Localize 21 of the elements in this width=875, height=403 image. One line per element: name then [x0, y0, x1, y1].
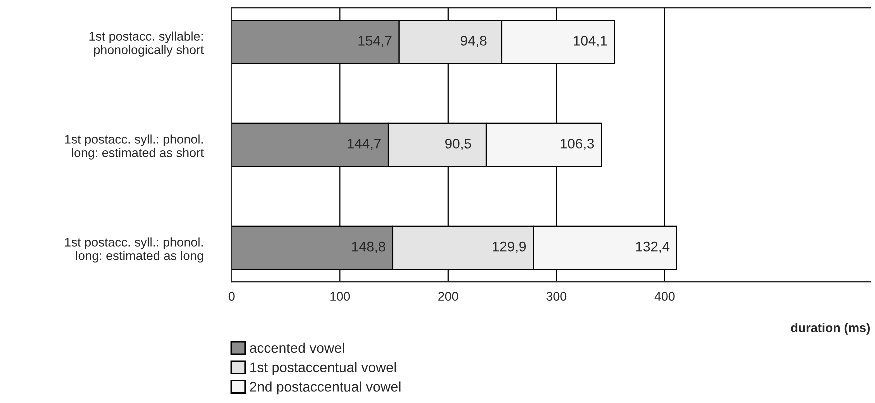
data-label: 132,4: [636, 242, 670, 254]
data-label: 106,3: [560, 138, 594, 150]
y-tick-label: 1st postacc. syll.: phonol. long: estimated as long: [65, 238, 204, 263]
y-tick-label: 1st postacc. syll.: phonol. long: estimated as short: [65, 134, 204, 160]
legend-label: accented vowel: [250, 342, 344, 354]
data-label: 90,5: [445, 138, 472, 150]
x-axis-title: duration (ms): [791, 323, 870, 335]
data-label: 154,7: [358, 36, 392, 48]
x-tick-label: 0: [228, 292, 235, 302]
data-label: 129,9: [492, 242, 526, 254]
data-label: 94,8: [460, 36, 487, 48]
data-label: 104,1: [574, 36, 608, 48]
x-tick-label: 200: [438, 292, 458, 302]
x-tick-label: 400: [654, 292, 675, 302]
data-label: 148,8: [352, 242, 386, 254]
legend-label: 2nd postaccentual vowel: [250, 382, 401, 395]
y-tick-label: 1st postacc. syllable: phonologically short: [90, 32, 204, 57]
data-label: 144,7: [348, 139, 381, 150]
x-tick-label: 100: [330, 292, 350, 302]
legend-label: 1st postaccentual vowel: [250, 362, 396, 376]
x-tick-label: 300: [546, 292, 567, 302]
